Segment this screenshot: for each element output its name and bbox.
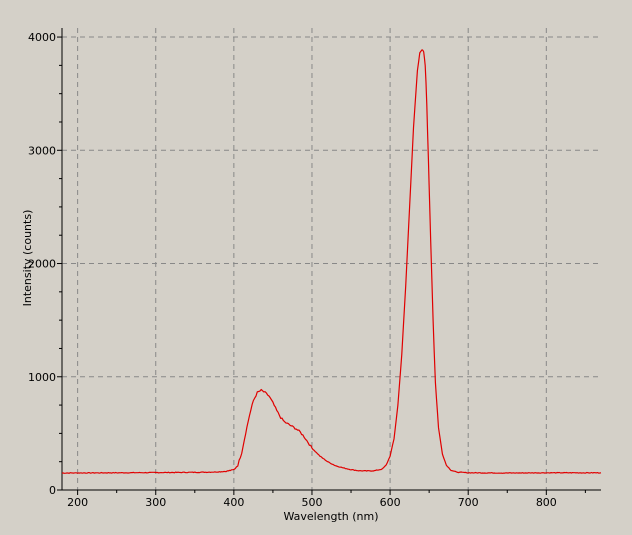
x-axis-label: Wavelength (nm) [283, 510, 378, 523]
x-tick-label: 500 [301, 496, 322, 509]
tick-marks [57, 36, 586, 495]
spectrum-line [62, 49, 602, 474]
y-tick-label: 3000 [28, 144, 56, 157]
axes [61, 28, 601, 491]
series-layer [62, 49, 602, 474]
x-tick-label: 200 [67, 496, 88, 509]
x-tick-label: 300 [145, 496, 166, 509]
x-tick-label: 600 [380, 496, 401, 509]
y-tick-label: 0 [49, 484, 56, 497]
y-tick-label: 1000 [28, 371, 56, 384]
grid-lines [62, 28, 601, 490]
y-tick-label: 4000 [28, 31, 56, 44]
y-axis-label: Intensity (counts) [21, 210, 34, 307]
y-tick-label: 2000 [28, 258, 56, 271]
x-tick-label: 700 [458, 496, 479, 509]
x-tick-label: 400 [223, 496, 244, 509]
x-tick-label: 800 [536, 496, 557, 509]
tick-labels: 200 300 400 500 600 700 800 0 1000 2000 3000 4000 [28, 31, 557, 509]
